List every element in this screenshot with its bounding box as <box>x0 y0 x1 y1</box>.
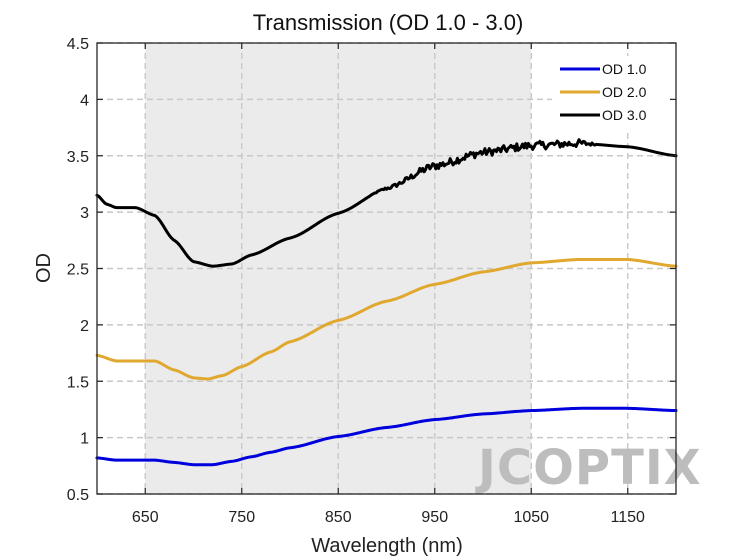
y-tick-label-2: 2 <box>80 318 89 335</box>
series-layer <box>95 138 678 467</box>
y-tick-label-4.5: 4.5 <box>67 36 89 53</box>
y-tick-label-4: 4 <box>80 92 89 109</box>
y-tick-label-1: 1 <box>80 431 89 448</box>
series-line-od-1-0 <box>95 406 678 467</box>
x-tick-label-750: 750 <box>228 509 255 526</box>
x-tick-label-1150: 1150 <box>611 509 646 526</box>
x-axis-label: Wavelength (nm) <box>311 535 463 557</box>
y-tick-label-3: 3 <box>80 205 89 222</box>
y-tick-label-3.5: 3.5 <box>67 149 89 166</box>
y-tick-label-0.5: 0.5 <box>67 487 89 504</box>
legend-entry-od-1-0: OD 1.0 <box>602 61 647 77</box>
x-tick-label-950: 950 <box>421 509 448 526</box>
x-tick-label-650: 650 <box>132 509 159 526</box>
series-line-od-3-0 <box>95 138 678 268</box>
series-line-od-2-0 <box>95 257 678 381</box>
x-tick-label-850: 850 <box>325 509 352 526</box>
chart-title: Transmission (OD 1.0 - 3.0) <box>253 10 524 35</box>
legend-entry-od-2-0: OD 2.0 <box>602 84 647 100</box>
axes-layer: 650 750 850 950 1050 1150 0.5 1 1.5 2 2.5 3 3.5 4 4.5 <box>67 36 677 526</box>
y-tick-label-2.5: 2.5 <box>67 262 89 279</box>
y-tick-label-1.5: 1.5 <box>67 374 89 391</box>
y-axis-label: OD <box>33 253 55 283</box>
legend: OD 1.0 OD 2.0 OD 3.0 <box>552 56 670 133</box>
x-tick-label-1050: 1050 <box>513 509 549 526</box>
watermark-layer: JCOPTIX <box>475 440 702 496</box>
watermark-logo: JCOPTIX <box>475 440 702 496</box>
legend-entry-od-3-0: OD 3.0 <box>602 107 647 123</box>
